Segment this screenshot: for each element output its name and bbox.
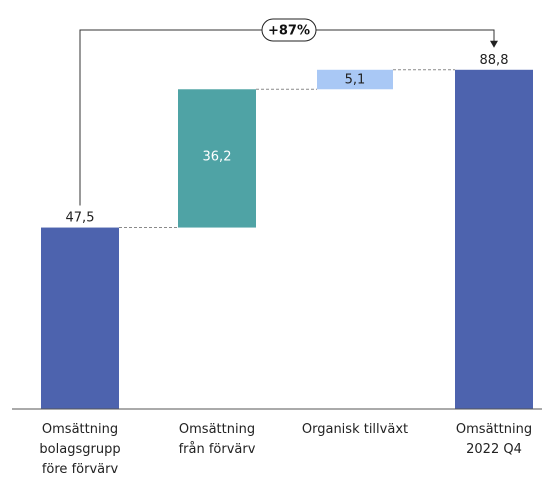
category-label-line: Organisk tillväxt (301, 422, 409, 437)
growth-bracket (79, 29, 495, 206)
value-label-0: 47,5 (66, 211, 95, 226)
value-label-1: 36,2 (203, 149, 232, 164)
category-label-line: från förvärv (178, 442, 256, 457)
bar-2 (317, 69, 393, 90)
category-label-line: före förvärv (41, 462, 119, 477)
category-label-2: Organisk tillväxt (285, 420, 425, 440)
category-label-line: Omsättning (41, 422, 119, 437)
category-label-line: Omsättning (178, 422, 256, 437)
growth-label: +87% (268, 24, 310, 39)
category-label-line: bolagsgrupp (39, 442, 121, 457)
value-label-2: 5,1 (345, 73, 366, 88)
bar-1 (178, 89, 256, 228)
category-label-line: Omsättning (455, 422, 533, 437)
category-label-0: Omsättning bolagsgrupp före förvärv (10, 420, 150, 480)
growth-arrowhead (490, 40, 498, 48)
bar-3 (455, 69, 533, 409)
growth-badge (261, 18, 317, 42)
bar-0 (41, 227, 119, 409)
category-label-1: Omsättning från förvärv (147, 420, 287, 460)
category-label-3: Omsättning 2022 Q4 (424, 420, 554, 460)
category-label-line: 2022 Q4 (466, 442, 522, 457)
value-label-3: 88,8 (480, 53, 509, 68)
